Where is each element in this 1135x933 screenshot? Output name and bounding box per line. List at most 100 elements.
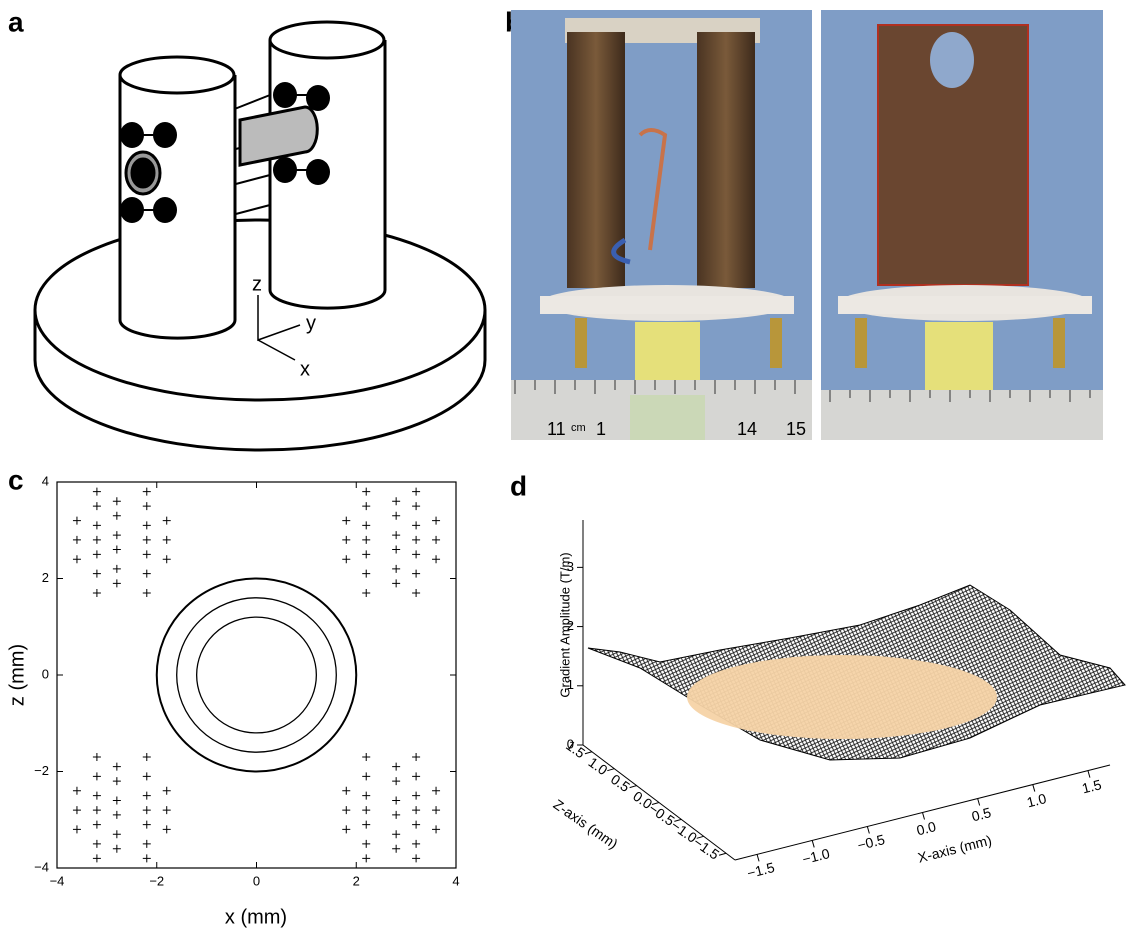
x-tick-label: −1.5 bbox=[745, 859, 776, 881]
point bbox=[113, 546, 121, 554]
ruler-label: 11 bbox=[547, 419, 566, 439]
point bbox=[93, 589, 101, 597]
point bbox=[392, 565, 400, 573]
plot-frame bbox=[57, 482, 456, 868]
x-tick-label: −0.5 bbox=[856, 831, 887, 853]
point bbox=[362, 772, 370, 780]
x-axis-title: X-axis (mm) bbox=[916, 832, 993, 866]
point bbox=[392, 531, 400, 539]
point bbox=[342, 787, 350, 795]
point bbox=[93, 521, 101, 529]
panel-label: a bbox=[8, 6, 24, 37]
point bbox=[392, 845, 400, 853]
point bbox=[73, 555, 81, 563]
point bbox=[93, 821, 101, 829]
point bbox=[93, 502, 101, 510]
x-tick-label: 0.0 bbox=[915, 818, 938, 838]
point bbox=[93, 840, 101, 848]
point bbox=[412, 536, 420, 544]
point bbox=[93, 536, 101, 544]
point bbox=[163, 806, 171, 814]
y-tick-label: 2 bbox=[42, 570, 49, 585]
y-tick bbox=[630, 786, 637, 788]
point bbox=[93, 550, 101, 558]
axis-label: y bbox=[306, 312, 316, 334]
point bbox=[143, 589, 151, 597]
point bbox=[113, 579, 121, 587]
point bbox=[362, 806, 370, 814]
point bbox=[392, 796, 400, 804]
point bbox=[143, 753, 151, 761]
point bbox=[412, 806, 420, 814]
x-tick-label: −2 bbox=[149, 873, 164, 888]
ruler-label: 15 bbox=[786, 419, 806, 439]
point bbox=[432, 517, 440, 525]
point bbox=[113, 830, 121, 838]
y-tick-label: 1.0 bbox=[586, 754, 611, 778]
point bbox=[392, 830, 400, 838]
point bbox=[362, 570, 370, 578]
point bbox=[412, 840, 420, 848]
x-tick-label: 4 bbox=[452, 873, 459, 888]
ruler-label: 1 bbox=[596, 419, 606, 439]
circle bbox=[197, 617, 317, 733]
point bbox=[432, 806, 440, 814]
point bbox=[342, 825, 350, 833]
point bbox=[432, 555, 440, 563]
x-tick bbox=[1033, 785, 1035, 792]
point bbox=[113, 497, 121, 505]
point bbox=[143, 840, 151, 848]
axis-label: x bbox=[300, 358, 310, 380]
point bbox=[432, 825, 440, 833]
point bbox=[412, 502, 420, 510]
point bbox=[93, 772, 101, 780]
z-tick-label: 3 bbox=[567, 559, 574, 574]
z-tick-label: 2 bbox=[567, 618, 574, 633]
point bbox=[163, 825, 171, 833]
point bbox=[412, 589, 420, 597]
point bbox=[362, 488, 370, 496]
point bbox=[362, 536, 370, 544]
point bbox=[113, 796, 121, 804]
point bbox=[362, 792, 370, 800]
x-tick-label: 1.0 bbox=[1025, 790, 1048, 810]
point bbox=[412, 821, 420, 829]
point bbox=[412, 550, 420, 558]
point bbox=[93, 570, 101, 578]
point bbox=[143, 550, 151, 558]
x-tick bbox=[978, 799, 980, 806]
point bbox=[412, 570, 420, 578]
point bbox=[432, 787, 440, 795]
point bbox=[93, 792, 101, 800]
point bbox=[73, 806, 81, 814]
point bbox=[93, 806, 101, 814]
point bbox=[392, 811, 400, 819]
point bbox=[392, 546, 400, 554]
panel-label: c bbox=[8, 464, 24, 495]
ruler-label: cm bbox=[571, 422, 586, 434]
ruler-label: 14 bbox=[737, 419, 757, 439]
y-axis-title: z (mm) bbox=[6, 644, 28, 706]
y-tick bbox=[585, 752, 592, 754]
point bbox=[93, 488, 101, 496]
panel-label: d bbox=[510, 470, 527, 501]
point bbox=[143, 821, 151, 829]
x-tick-label: 1.5 bbox=[1080, 776, 1103, 796]
x-tick bbox=[923, 813, 925, 820]
y-tick-label: 0 bbox=[42, 666, 49, 681]
point bbox=[342, 536, 350, 544]
x-tick-label: −4 bbox=[50, 873, 65, 888]
point bbox=[143, 521, 151, 529]
x-tick-label: −1.0 bbox=[801, 845, 832, 867]
point bbox=[392, 512, 400, 520]
point bbox=[113, 777, 121, 785]
x-tick bbox=[1088, 771, 1090, 778]
photo bbox=[511, 10, 1103, 440]
x-tick-label: 0.5 bbox=[970, 804, 993, 824]
point bbox=[362, 753, 370, 761]
point bbox=[73, 825, 81, 833]
point bbox=[412, 792, 420, 800]
x-axis-title: x (mm) bbox=[225, 906, 287, 928]
point bbox=[412, 521, 420, 529]
point bbox=[392, 763, 400, 771]
